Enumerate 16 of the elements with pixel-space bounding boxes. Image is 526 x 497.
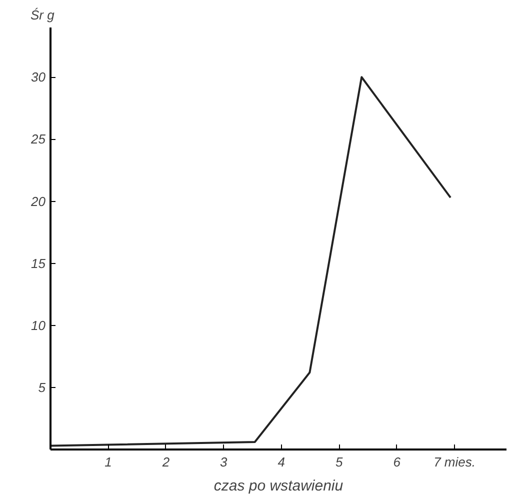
y-tick-label: 25	[30, 132, 46, 147]
x-tick-label: 1	[104, 454, 112, 470]
x-tick-label: 3	[220, 454, 228, 470]
x-axis-title: czas po wstawieniu	[214, 478, 344, 494]
x-tick-label: 7 mies.	[434, 454, 476, 470]
x-tick-label: 2	[161, 454, 170, 470]
y-tick-label: 10	[31, 318, 46, 333]
line-series	[50, 76, 452, 447]
y-tick-label: 30	[31, 70, 46, 85]
y-tick-label: 20	[30, 194, 46, 209]
x-tick-label: 6	[393, 454, 402, 470]
x-tick-label: 5	[335, 454, 344, 470]
y-tick-label: 5	[38, 380, 46, 395]
y-axis-title: Śr g	[30, 8, 56, 22]
y-tick-label: 15	[31, 256, 46, 271]
x-tick-label: 4	[278, 454, 286, 470]
